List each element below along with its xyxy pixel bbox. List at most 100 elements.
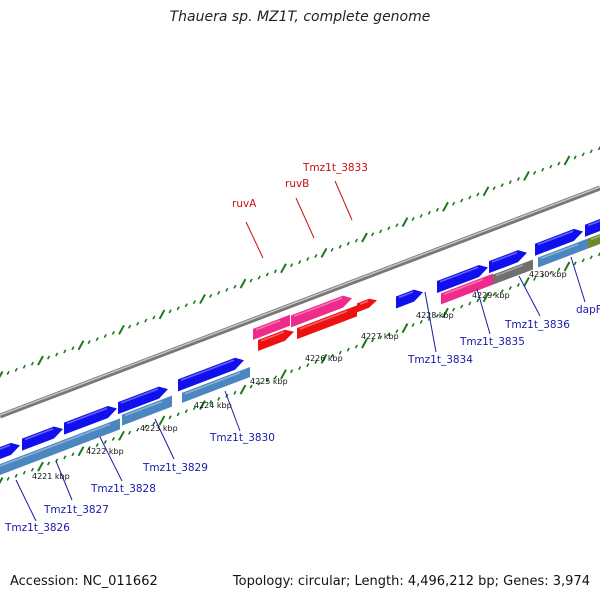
outer-tick <box>30 361 34 366</box>
gene-rev-1[interactable] <box>0 418 120 478</box>
inner-tick <box>354 344 358 349</box>
gene-ruvB[interactable] <box>291 295 352 328</box>
inner-tick <box>0 477 4 485</box>
gene-tmz1t-3835[interactable] <box>441 273 493 305</box>
gene-red-1[interactable] <box>258 329 294 351</box>
inner-tick <box>500 289 504 294</box>
inner-tick <box>47 461 51 466</box>
outer-tick <box>589 149 593 154</box>
inner-tick <box>314 359 318 364</box>
outer-tick <box>280 263 287 274</box>
gene-pseudo[interactable] <box>493 259 533 285</box>
gene-fwd-8-highlight <box>491 251 518 263</box>
inner-tick <box>6 476 10 481</box>
outer-tick-row <box>0 146 600 379</box>
gene-red-3[interactable] <box>357 298 377 313</box>
scale-tick-label: 4223 kbp <box>140 424 178 433</box>
outer-tick <box>314 253 318 258</box>
gene-label-tmz1t-3836[interactable]: Tmz1t_3836 <box>504 319 570 331</box>
outer-tick <box>460 198 464 203</box>
inner-tick <box>387 332 391 337</box>
gene-fwd-9[interactable] <box>535 228 583 256</box>
gene-label-dapF[interactable]: dapF <box>576 304 600 316</box>
gene-fwd-10[interactable] <box>585 218 600 237</box>
outer-tick <box>500 183 504 188</box>
leader-line <box>334 180 353 221</box>
inner-tick <box>516 283 520 287</box>
inner-tick <box>508 286 512 291</box>
gene-fwd-3[interactable] <box>64 405 117 435</box>
inner-tick <box>111 436 115 441</box>
outer-tick <box>371 232 375 237</box>
gene-rev-4[interactable] <box>538 238 588 268</box>
outer-tick <box>476 192 480 197</box>
leader-line <box>224 390 241 432</box>
outer-tick <box>225 287 229 292</box>
outer-tick <box>77 340 85 351</box>
inner-tick <box>581 258 585 263</box>
outer-tick <box>184 303 188 308</box>
gene-label-tmz1t-3833[interactable]: Tmz1t_3833 <box>302 162 368 174</box>
inner-tick <box>233 390 237 395</box>
gene-label-tmz1t-3835[interactable]: Tmz1t_3835 <box>459 336 525 348</box>
inner-tick <box>320 353 328 364</box>
gene-label-tmz1t-3829[interactable]: Tmz1t_3829 <box>142 462 208 474</box>
inner-tick <box>257 381 261 386</box>
gene-rev-3-highlight <box>184 372 241 395</box>
gene-label-ruvB[interactable]: ruvB <box>285 178 309 190</box>
outer-tick <box>273 269 277 274</box>
gene-pseudo-highlight <box>495 264 524 277</box>
outer-tick <box>298 260 302 265</box>
outer-tick <box>55 352 59 357</box>
leader-line <box>154 418 175 460</box>
gene-fwd-1[interactable] <box>0 442 20 463</box>
gene-rev-3[interactable] <box>182 367 250 403</box>
inner-tick <box>401 323 409 334</box>
gene-fwd-1-highlight <box>0 444 11 450</box>
gene-fwd-6[interactable] <box>396 289 423 309</box>
gene-fwd-7[interactable] <box>437 264 488 293</box>
gene-red-1-highlight <box>260 331 285 342</box>
outer-tick <box>128 324 132 329</box>
gene-label-tmz1t-3827[interactable]: Tmz1t_3827 <box>43 504 109 516</box>
inner-tick <box>460 304 464 309</box>
gene-label-ruvA[interactable]: ruvA <box>232 198 257 210</box>
gene-label-tmz1t-3834[interactable]: Tmz1t_3834 <box>407 354 473 366</box>
gene-label-tmz1t-3826[interactable]: Tmz1t_3826 <box>4 522 70 534</box>
outer-tick <box>563 155 571 166</box>
outer-tick <box>379 229 383 234</box>
inner-tick <box>37 461 44 472</box>
inner-tick <box>573 261 577 266</box>
gene-olive[interactable] <box>588 229 600 249</box>
gene-features[interactable] <box>0 218 600 479</box>
outer-tick <box>330 247 334 252</box>
outer-tick <box>22 364 26 369</box>
inner-tick <box>103 440 107 444</box>
inner-tick <box>338 350 342 355</box>
scale-tick-label: 4222 kbp <box>86 447 124 456</box>
gene-label-tmz1t-3830[interactable]: Tmz1t_3830 <box>209 432 275 444</box>
outer-tick <box>306 257 310 262</box>
gene-fwd-5[interactable] <box>178 357 244 392</box>
gene-label-tmz1t-3828[interactable]: Tmz1t_3828 <box>90 483 156 495</box>
gene-fwd-4[interactable] <box>118 386 168 415</box>
leader-line <box>245 221 264 259</box>
gene-tmz1t-3833[interactable] <box>297 305 357 340</box>
inner-tick <box>492 292 496 297</box>
gene-rev-2[interactable] <box>122 395 172 426</box>
inner-tick <box>549 270 553 275</box>
gene-label-group[interactable]: ruvA ruvB Tmz1t_3833 Tmz1t_3826 Tmz1t_38… <box>4 162 600 534</box>
gene-ruvA[interactable] <box>253 314 290 340</box>
gene-olive-highlight <box>590 235 600 241</box>
outer-tick <box>452 201 456 206</box>
inner-tick <box>379 335 383 340</box>
outer-tick <box>87 340 91 345</box>
leader-line <box>15 479 37 522</box>
inner-tick <box>476 298 480 303</box>
inner-tick <box>563 261 571 272</box>
gene-fwd-8[interactable] <box>489 250 527 274</box>
gene-fwd-2[interactable] <box>22 426 63 451</box>
gene-fwd-3-highlight <box>66 407 108 425</box>
leader-line <box>295 197 315 239</box>
